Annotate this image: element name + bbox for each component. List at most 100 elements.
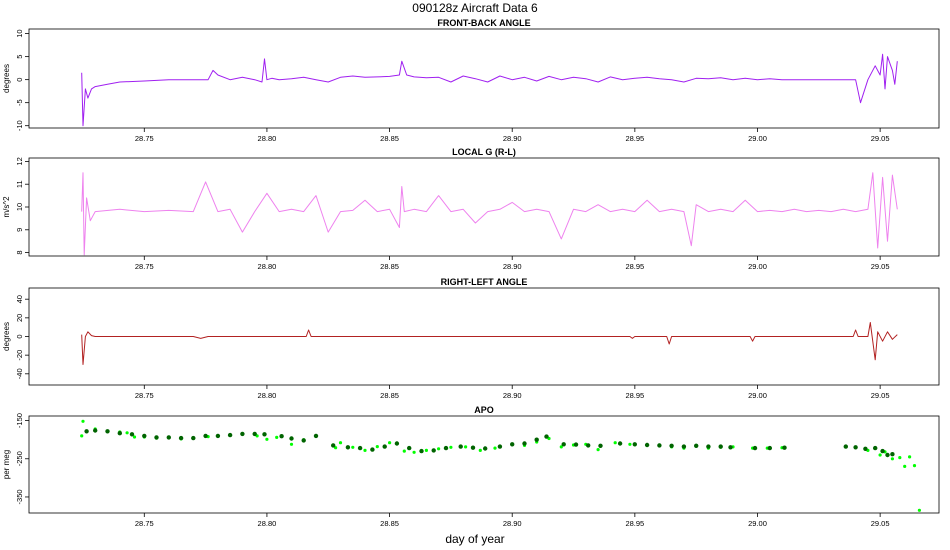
x-tick-label: 28.80 bbox=[258, 519, 277, 528]
data-point bbox=[370, 447, 375, 452]
data-point bbox=[279, 434, 284, 439]
panel-title: FRONT-BACK ANGLE bbox=[437, 18, 530, 28]
y-axis-label: m/s^2 bbox=[2, 196, 11, 218]
data-point bbox=[262, 432, 267, 437]
y-tick-label: 0 bbox=[15, 78, 24, 82]
data-point bbox=[728, 445, 733, 450]
data-point bbox=[240, 431, 245, 437]
panel-local-g: LOCAL G (R-L) m/s^2 8 9 10 11 12 28.75 28.80 28.8… bbox=[2, 147, 940, 271]
data-point bbox=[313, 433, 319, 439]
plot-frame bbox=[28, 415, 940, 514]
data-point bbox=[84, 429, 89, 434]
data-point bbox=[752, 445, 758, 451]
data-point bbox=[402, 449, 406, 453]
x-tick-label: 29.05 bbox=[871, 134, 890, 143]
data-point bbox=[458, 444, 463, 449]
x-tick-label: 28.95 bbox=[625, 519, 644, 528]
y-axis-label: degrees bbox=[2, 64, 11, 93]
x-tick-label: 28.80 bbox=[258, 262, 277, 271]
x-tick-label: 28.90 bbox=[503, 262, 522, 271]
data-point bbox=[559, 445, 563, 449]
plot-frame bbox=[28, 157, 940, 257]
x-axis-label: day of year bbox=[445, 532, 504, 546]
data-point bbox=[154, 435, 159, 440]
data-point bbox=[331, 443, 336, 448]
data-point bbox=[632, 442, 637, 447]
x-tick-label: 29.05 bbox=[871, 262, 890, 271]
data-point bbox=[394, 441, 400, 446]
y-axis-label: per meg bbox=[2, 450, 11, 479]
y-tick-label: -20 bbox=[15, 350, 24, 361]
data-point bbox=[681, 444, 687, 449]
data-point bbox=[142, 433, 147, 439]
data-point bbox=[908, 455, 912, 459]
y-tick-label: 0 bbox=[15, 334, 24, 338]
data-point bbox=[382, 444, 387, 449]
data-point bbox=[497, 444, 503, 449]
data-point bbox=[301, 438, 306, 443]
data-point bbox=[132, 435, 137, 439]
data-point bbox=[265, 437, 269, 441]
data-point bbox=[289, 442, 294, 446]
data-point bbox=[718, 444, 723, 449]
y-tick-label: -40 bbox=[15, 368, 24, 379]
x-tick-label: 28.85 bbox=[380, 391, 399, 400]
data-point bbox=[105, 429, 110, 434]
data-point bbox=[767, 445, 772, 451]
data-point bbox=[706, 444, 711, 449]
y-tick-label: 10 bbox=[15, 203, 24, 211]
data-point bbox=[227, 432, 233, 438]
series-line bbox=[81, 322, 898, 365]
panel-front-back-angle: FRONT-BACK ANGLE degrees -10 -5 0 5 10 28.75 28.… bbox=[2, 18, 940, 143]
panel-title: RIGHT-LEFT ANGLE bbox=[441, 277, 528, 287]
x-tick-label: 28.75 bbox=[135, 391, 154, 400]
y-tick-label: 8 bbox=[15, 250, 24, 254]
data-point bbox=[125, 431, 129, 435]
data-point bbox=[478, 448, 482, 452]
y-tick-label: -10 bbox=[15, 120, 24, 131]
data-point bbox=[878, 453, 882, 457]
data-point bbox=[437, 447, 441, 451]
x-tick-label: 28.80 bbox=[258, 134, 277, 143]
data-point bbox=[129, 432, 135, 437]
data-point bbox=[351, 445, 355, 449]
x-tick-label: 29.00 bbox=[748, 519, 767, 528]
data-point bbox=[561, 442, 566, 447]
series-line bbox=[81, 53, 898, 127]
data-point bbox=[510, 442, 515, 447]
data-point bbox=[166, 435, 171, 440]
data-point bbox=[375, 445, 379, 449]
y-tick-label: 11 bbox=[15, 180, 24, 188]
x-tick-label: 28.85 bbox=[380, 134, 399, 143]
data-point bbox=[880, 448, 885, 454]
x-tick-label: 28.95 bbox=[625, 262, 644, 271]
data-point bbox=[617, 441, 623, 446]
data-point bbox=[843, 444, 848, 449]
x-tick-label: 29.00 bbox=[748, 391, 767, 400]
figure-title: 090128z Aircraft Data 6 bbox=[412, 1, 538, 15]
data-point bbox=[178, 435, 184, 441]
data-point bbox=[873, 445, 878, 451]
data-point bbox=[449, 445, 453, 449]
x-tick-label: 28.75 bbox=[135, 519, 154, 528]
y-tick-label: 5 bbox=[15, 55, 24, 59]
plot-frame bbox=[28, 28, 940, 129]
y-tick-label: -350 bbox=[15, 489, 24, 504]
data-point bbox=[885, 452, 890, 458]
data-point bbox=[80, 434, 84, 438]
data-point bbox=[345, 445, 351, 450]
data-point bbox=[853, 445, 858, 450]
data-point bbox=[863, 446, 868, 451]
y-axis-label: degrees bbox=[2, 322, 11, 351]
x-tick-label: 29.05 bbox=[871, 519, 890, 528]
data-point bbox=[275, 435, 279, 439]
data-point bbox=[694, 443, 699, 448]
data-point bbox=[203, 433, 208, 439]
series-line bbox=[81, 172, 898, 256]
data-point bbox=[431, 448, 436, 453]
x-tick-label: 28.90 bbox=[503, 391, 522, 400]
data-point bbox=[388, 441, 392, 445]
y-tick-label: 10 bbox=[15, 29, 24, 37]
panel-title: APO bbox=[474, 405, 494, 415]
